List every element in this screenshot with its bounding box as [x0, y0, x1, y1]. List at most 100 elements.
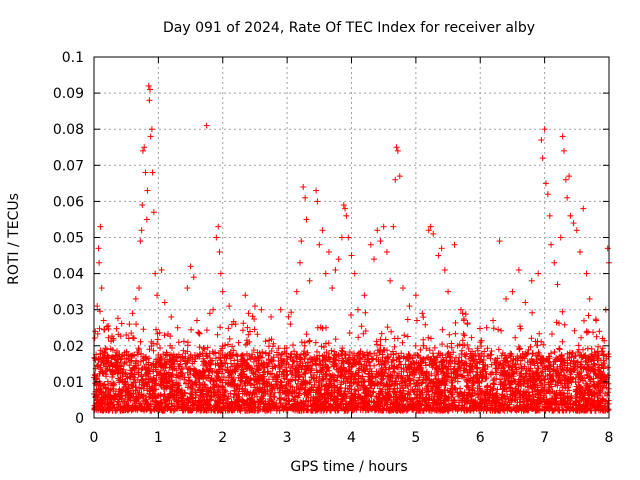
- data-point: [496, 238, 503, 245]
- y-tick-label: 0.02: [53, 339, 84, 355]
- data-point: [97, 223, 104, 230]
- data-point: [390, 223, 397, 230]
- data-point: [146, 97, 153, 104]
- data-point: [604, 245, 611, 252]
- data-point: [564, 194, 571, 201]
- data-point: [149, 169, 156, 176]
- y-tick-label: 0.1: [62, 50, 84, 66]
- data-point: [194, 317, 200, 324]
- data-point: [313, 187, 320, 194]
- data-point: [132, 295, 139, 302]
- data-point: [297, 259, 303, 266]
- data-point: [361, 292, 368, 299]
- data-point: [184, 285, 191, 292]
- data-point: [300, 183, 307, 190]
- data-point: [302, 194, 309, 201]
- x-tick-label: 3: [283, 430, 292, 446]
- data-point: [435, 252, 442, 259]
- data-point: [329, 285, 336, 292]
- plot-frame: [93, 56, 610, 419]
- data-point: [293, 288, 300, 295]
- data-point: [145, 82, 152, 89]
- data-point: [154, 292, 161, 299]
- data-point: [374, 227, 381, 234]
- data-point: [509, 288, 516, 295]
- data-point: [380, 223, 387, 230]
- data-point: [387, 277, 394, 284]
- data-point: [377, 238, 384, 245]
- data-point: [187, 263, 194, 270]
- data-point: [142, 169, 149, 176]
- data-point: [143, 216, 150, 223]
- y-tick-label: 0.05: [53, 231, 84, 247]
- y-tick-label: 0.06: [53, 194, 84, 210]
- data-point: [226, 303, 233, 310]
- data-point: [314, 198, 321, 205]
- data-point: [258, 306, 265, 313]
- data-point: [586, 295, 593, 302]
- data-point: [348, 252, 355, 259]
- data-point: [345, 234, 352, 241]
- dense-baseline-points: [91, 308, 612, 414]
- data-point: [573, 227, 580, 234]
- data-point: [219, 288, 226, 295]
- y-tick-label: 0: [75, 411, 84, 427]
- data-point: [567, 212, 574, 219]
- data-point: [139, 147, 146, 154]
- data-point: [147, 86, 154, 93]
- data-point: [141, 144, 148, 151]
- data-point: [316, 241, 323, 248]
- data-point: [168, 313, 175, 320]
- data-point: [319, 227, 326, 234]
- data-point: [251, 303, 258, 310]
- data-point: [268, 313, 275, 320]
- data-point: [298, 238, 305, 245]
- data-point: [570, 220, 577, 227]
- data-point: [371, 256, 378, 263]
- data-point: [528, 277, 535, 284]
- x-tick-label: 1: [154, 430, 163, 446]
- data-point: [577, 248, 584, 255]
- data-point: [144, 187, 151, 194]
- data-point: [451, 241, 458, 248]
- data-point: [392, 176, 399, 183]
- x-axis-label: GPS time / hours: [290, 459, 407, 475]
- data-point: [427, 223, 434, 230]
- y-tick-label: 0.04: [53, 267, 84, 283]
- data-point: [430, 230, 437, 237]
- data-point: [203, 122, 210, 129]
- data-point: [351, 270, 358, 277]
- y-tick-label: 0.03: [53, 303, 84, 319]
- data-point: [136, 285, 143, 292]
- y-axis-label: ROTI / TECUs: [6, 193, 22, 285]
- data-point: [557, 234, 564, 241]
- data-point: [566, 173, 573, 180]
- data-point: [393, 144, 400, 151]
- y-tick-label: 0.01: [53, 375, 84, 391]
- data-point: [548, 241, 555, 248]
- data-point: [216, 248, 223, 255]
- x-tick-label: 6: [476, 430, 485, 446]
- data-point: [335, 256, 342, 263]
- data-point: [277, 306, 284, 313]
- data-point: [515, 266, 522, 273]
- data-point: [100, 317, 107, 324]
- data-point: [206, 310, 213, 317]
- data-layer: [91, 82, 612, 414]
- x-tick-label: 4: [347, 430, 356, 446]
- data-point: [396, 173, 403, 180]
- data-point: [383, 248, 390, 255]
- data-point: [559, 133, 566, 140]
- x-tick-label: 2: [218, 430, 227, 446]
- data-point: [354, 306, 361, 313]
- data-point: [535, 270, 542, 277]
- data-point: [322, 270, 329, 277]
- data-point: [217, 270, 224, 277]
- data-point: [412, 292, 419, 299]
- data-point: [539, 155, 546, 162]
- x-tick-label: 7: [540, 430, 549, 446]
- data-point: [546, 212, 553, 219]
- data-point: [490, 317, 497, 324]
- x-tick-label: 0: [90, 430, 99, 446]
